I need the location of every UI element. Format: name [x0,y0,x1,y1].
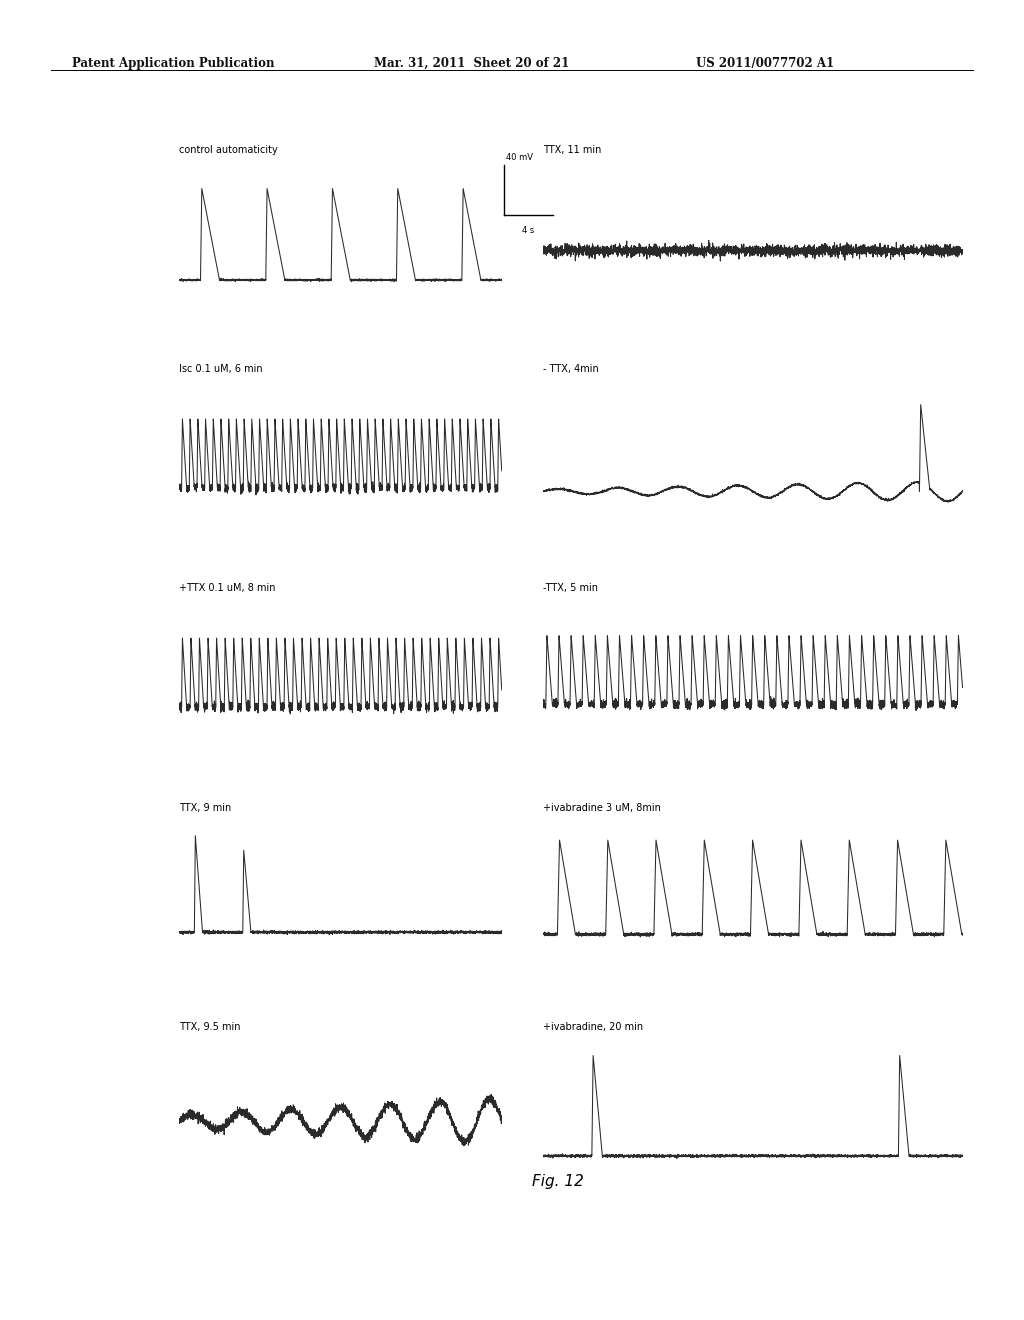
Text: - TTX, 4min: - TTX, 4min [543,364,598,375]
Text: 4 s: 4 s [522,226,535,235]
Text: Mar. 31, 2011  Sheet 20 of 21: Mar. 31, 2011 Sheet 20 of 21 [374,57,569,70]
Text: +TTX 0.1 uM, 8 min: +TTX 0.1 uM, 8 min [179,583,275,594]
Text: TTX, 9.5 min: TTX, 9.5 min [179,1022,241,1032]
Text: +ivabradine 3 uM, 8min: +ivabradine 3 uM, 8min [543,803,660,813]
Text: Patent Application Publication: Patent Application Publication [72,57,274,70]
Text: TTX, 9 min: TTX, 9 min [179,803,231,813]
Text: Isc 0.1 uM, 6 min: Isc 0.1 uM, 6 min [179,364,263,375]
Text: TTX, 11 min: TTX, 11 min [543,145,601,156]
Text: +ivabradine, 20 min: +ivabradine, 20 min [543,1022,643,1032]
Text: control automaticity: control automaticity [179,145,278,156]
Text: Fig. 12: Fig. 12 [532,1173,584,1189]
Text: US 2011/0077702 A1: US 2011/0077702 A1 [696,57,835,70]
Text: -TTX, 5 min: -TTX, 5 min [543,583,598,594]
Text: 40 mV: 40 mV [506,153,532,162]
